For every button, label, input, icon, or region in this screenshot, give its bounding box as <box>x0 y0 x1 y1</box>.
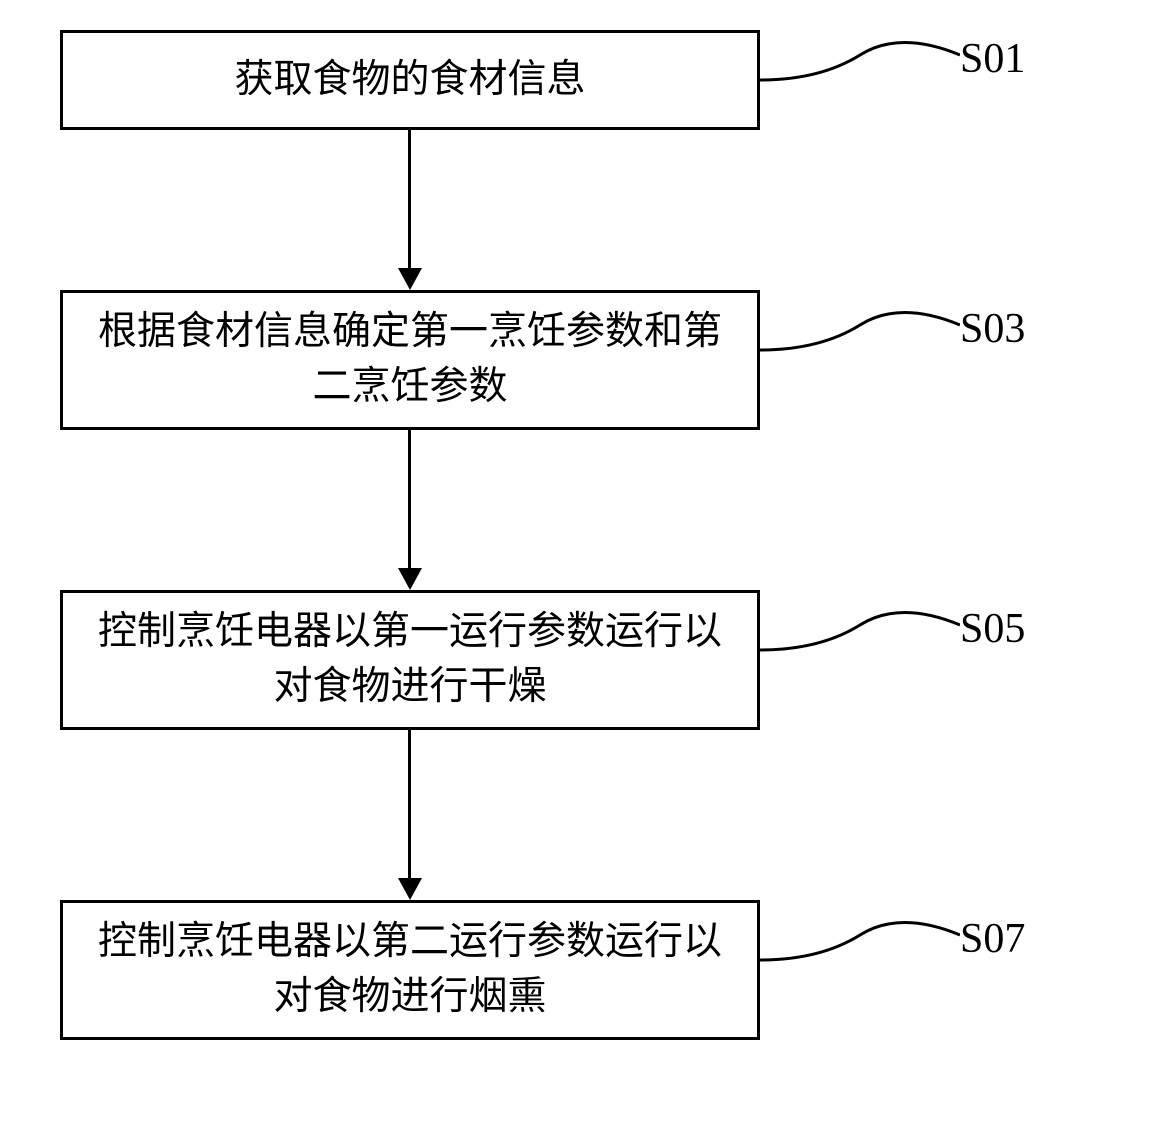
flow-node-text: 获取食物的食材信息 <box>234 53 585 108</box>
flow-node-text: 根据食材信息确定第一烹饪参数和第二烹饪参数 <box>83 305 737 414</box>
flow-node-text: 控制烹饪电器以第二运行参数运行以对食物进行烟熏 <box>83 915 737 1024</box>
flow-node-s01: 获取食物的食材信息 <box>60 30 760 130</box>
flowchart-container: 获取食物的食材信息 S01 根据食材信息确定第一烹饪参数和第二烹饪参数 S03 … <box>0 0 1165 1128</box>
flow-node-text: 控制烹饪电器以第一运行参数运行以对食物进行干燥 <box>83 605 737 714</box>
connector-curve-s03 <box>760 300 960 370</box>
arrow-head <box>398 568 422 590</box>
flow-node-s05: 控制烹饪电器以第一运行参数运行以对食物进行干燥 <box>60 590 760 730</box>
step-label-s03: S03 <box>960 305 1025 353</box>
step-label-s07: S07 <box>960 915 1025 963</box>
arrow-head <box>398 268 422 290</box>
arrow-line <box>408 430 411 570</box>
flow-node-s03: 根据食材信息确定第一烹饪参数和第二烹饪参数 <box>60 290 760 430</box>
connector-curve-s07 <box>760 910 960 980</box>
arrow-line <box>408 730 411 880</box>
connector-curve-s05 <box>760 600 960 670</box>
arrow-line <box>408 130 411 270</box>
arrow-head <box>398 878 422 900</box>
flow-node-s07: 控制烹饪电器以第二运行参数运行以对食物进行烟熏 <box>60 900 760 1040</box>
step-label-s01: S01 <box>960 35 1025 83</box>
connector-curve-s01 <box>760 30 960 100</box>
step-label-s05: S05 <box>960 605 1025 653</box>
